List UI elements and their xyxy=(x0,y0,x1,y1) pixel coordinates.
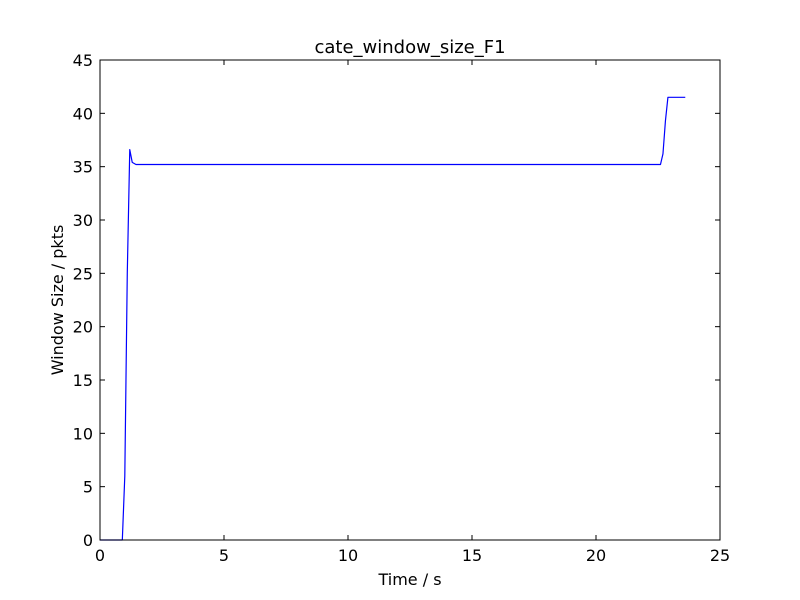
y-axis: 0 5 10 15 20 25 30 35 40 45 xyxy=(73,51,720,550)
x-axis-label: Time / s xyxy=(377,570,441,589)
y-tick-label: 15 xyxy=(73,371,93,390)
series-line-0 xyxy=(100,96,686,541)
x-tick-label: 20 xyxy=(586,546,606,565)
x-tick-label: 0 xyxy=(95,546,105,565)
y-tick-label: 40 xyxy=(73,104,93,123)
y-tick-label: 20 xyxy=(73,318,93,337)
y-tick-label: 45 xyxy=(73,51,93,70)
x-tick-label: 25 xyxy=(710,546,730,565)
y-tick-label: 35 xyxy=(73,158,93,177)
x-tick-label: 15 xyxy=(462,546,482,565)
y-tick-label: 5 xyxy=(83,478,93,497)
x-axis: 0 5 10 15 20 25 xyxy=(95,60,730,565)
chart-title: cate_window_size_F1 xyxy=(314,37,505,58)
plot-area xyxy=(99,59,721,541)
y-tick-label: 0 xyxy=(83,531,93,550)
x-tick-label: 10 xyxy=(338,546,358,565)
y-axis-label: Window Size / pkts xyxy=(48,225,67,376)
y-tick-label: 25 xyxy=(73,264,93,283)
x-tick-label: 5 xyxy=(219,546,229,565)
y-tick-label: 10 xyxy=(73,424,93,443)
y-tick-label: 30 xyxy=(73,211,93,230)
axes-frame xyxy=(99,59,721,541)
